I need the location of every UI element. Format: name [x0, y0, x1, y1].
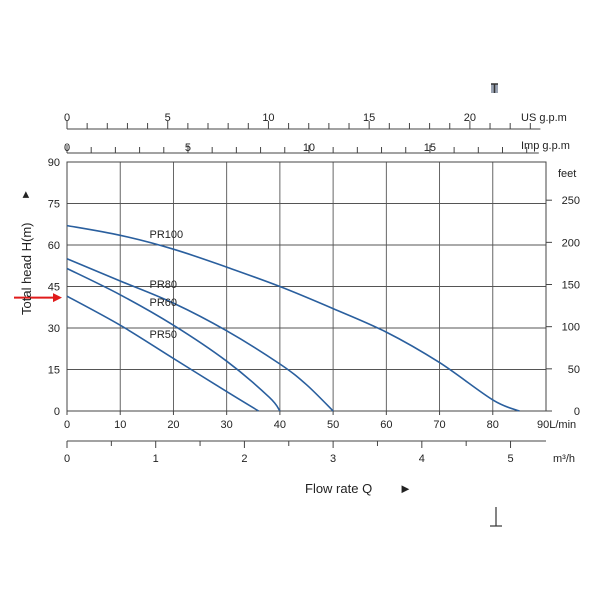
- series-label-pr100: PR100: [149, 229, 183, 241]
- series-line-pr60: [66, 267, 281, 412]
- x-axis-title-arrow: ►: [399, 481, 412, 496]
- m3h-tick-label: 4: [419, 453, 425, 465]
- feet-tick-label: 0: [574, 406, 580, 418]
- series-line-pr80: [66, 258, 334, 412]
- y-tick-label: 90: [48, 157, 60, 169]
- impgpm-tick-label: 5: [185, 142, 191, 154]
- x-tick-label: 80: [487, 419, 499, 431]
- usgpm-tick-label: 10: [262, 112, 274, 124]
- usgpm-tick-label: 0: [64, 112, 70, 124]
- x-tick-label: 10: [114, 419, 126, 431]
- feet-tick-label: 200: [562, 237, 580, 249]
- marker-arrow-head: [53, 293, 62, 303]
- impgpm-axis-label: Imp g.p.m: [521, 140, 570, 152]
- m3h-tick-label: 0: [64, 453, 70, 465]
- x-tick-label: 40: [274, 419, 286, 431]
- m3h-tick-label: 3: [330, 453, 336, 465]
- m3h-tick-label: 2: [241, 453, 247, 465]
- series-label-pr50: PR50: [149, 329, 177, 341]
- usgpm-axis-label: US g.p.m: [521, 112, 567, 124]
- impgpm-tick-label: 0: [64, 142, 70, 154]
- top-right-mark: [491, 83, 498, 93]
- y-tick-label: 30: [48, 323, 60, 335]
- y-tick-label: 15: [48, 365, 60, 377]
- x-tick-label: 30: [221, 419, 233, 431]
- x-tick-label: 0: [64, 419, 70, 431]
- m3h-tick-label: 1: [153, 453, 159, 465]
- y-tick-label: 75: [48, 199, 60, 211]
- feet-tick-label: 100: [562, 322, 580, 334]
- series-label-pr80: PR80: [149, 279, 177, 291]
- y-axis-title: Total head H(m): [19, 223, 34, 315]
- x-unit-label: 90L/min: [537, 419, 576, 431]
- usgpm-tick-label: 15: [363, 112, 375, 124]
- plot-frame: [66, 161, 547, 412]
- x-tick-label: 70: [433, 419, 445, 431]
- feet-axis-label: feet: [558, 168, 576, 180]
- feet-tick-label: 50: [568, 364, 580, 376]
- x-tick-label: 50: [327, 419, 339, 431]
- y-tick-label: 0: [54, 406, 60, 418]
- m3h-axis-label: m³/h: [553, 453, 575, 465]
- x-tick-label: 20: [167, 419, 179, 431]
- series-group: [66, 224, 520, 412]
- grid: [66, 121, 552, 448]
- usgpm-tick-label: 20: [464, 112, 476, 124]
- feet-tick-label: 250: [562, 195, 580, 207]
- series-label-pr60: PR60: [149, 297, 177, 309]
- y-tick-label: 60: [48, 240, 60, 252]
- m3h-tick-label: 5: [507, 453, 513, 465]
- usgpm-tick-label: 5: [165, 112, 171, 124]
- impgpm-tick-label: 15: [424, 142, 436, 154]
- bottom-right-mark: [490, 507, 502, 527]
- x-tick-label: 60: [380, 419, 392, 431]
- series-line-pr50: [66, 295, 260, 412]
- feet-tick-label: 150: [562, 280, 580, 292]
- series-line-pr100: [66, 224, 520, 412]
- y-axis-title-arrow: ►: [20, 189, 32, 200]
- y-tick-label: 45: [48, 282, 60, 294]
- x-axis-title: Flow rate Q: [305, 481, 372, 496]
- impgpm-tick-label: 10: [303, 142, 315, 154]
- labels-group: 0 10 20 30 40 50 60 70 80 90L/min0153045607590050…: [14, 112, 580, 465]
